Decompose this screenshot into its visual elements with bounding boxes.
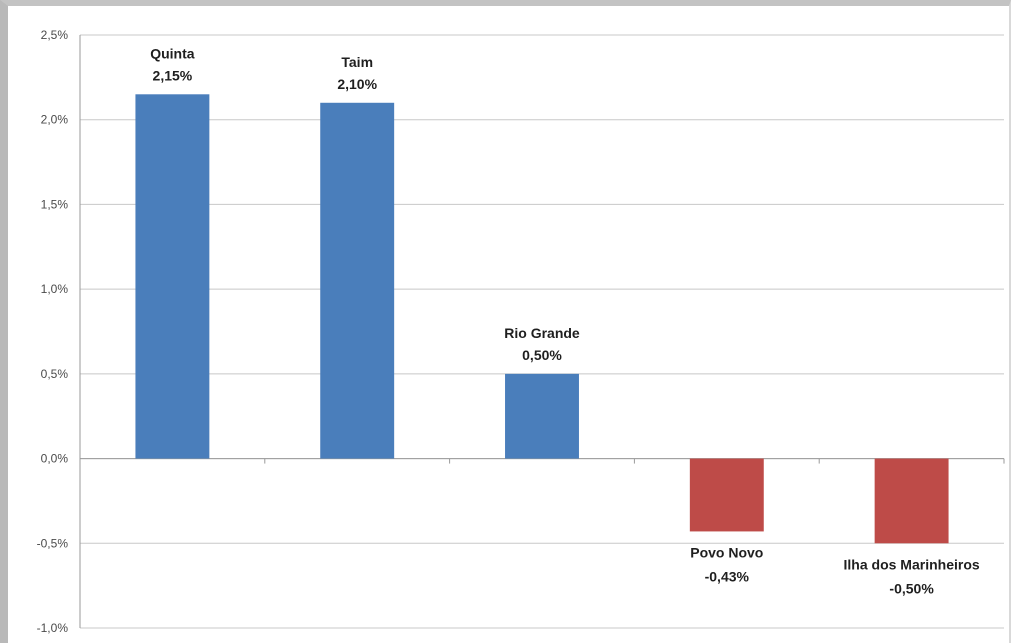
category-label: Rio Grande — [504, 325, 580, 341]
y-tick-label: 0,0% — [41, 452, 69, 466]
category-label: Quinta — [150, 45, 195, 61]
value-label: -0,50% — [889, 580, 934, 596]
category-label: Ilha dos Marinheiros — [844, 556, 980, 572]
data-labels: Quinta 2,15% Taim 2,10% Rio Grande 0,50% Povo … — [150, 45, 980, 596]
bar-rio-grande — [505, 373, 579, 459]
category-label: Taim — [341, 54, 373, 70]
y-axis: 2,5% 2,0% 1,5% 1,0% 0,5% 0,0% -0,5% -1,0% — [37, 28, 1005, 635]
y-tick-label: 1,5% — [41, 197, 69, 211]
bar-taim — [320, 102, 395, 459]
bars — [135, 94, 949, 544]
y-tick-label: 2,5% — [41, 28, 69, 42]
value-label: 0,50% — [522, 347, 562, 363]
y-tick-label: 1,0% — [41, 282, 69, 296]
bar-quinta — [135, 94, 210, 459]
y-tick-label: 2,0% — [41, 113, 69, 127]
bar-ilha-dos-marinheiros — [874, 458, 949, 544]
value-label: -0,43% — [705, 568, 750, 584]
value-label: 2,10% — [337, 76, 377, 92]
y-tick-label: -0,5% — [37, 536, 69, 550]
y-tick-label: -1,0% — [37, 621, 69, 635]
value-label: 2,15% — [153, 67, 193, 83]
category-label: Povo Novo — [690, 544, 763, 560]
bar-povo-novo — [689, 458, 764, 532]
y-tick-label: 0,5% — [41, 367, 69, 381]
